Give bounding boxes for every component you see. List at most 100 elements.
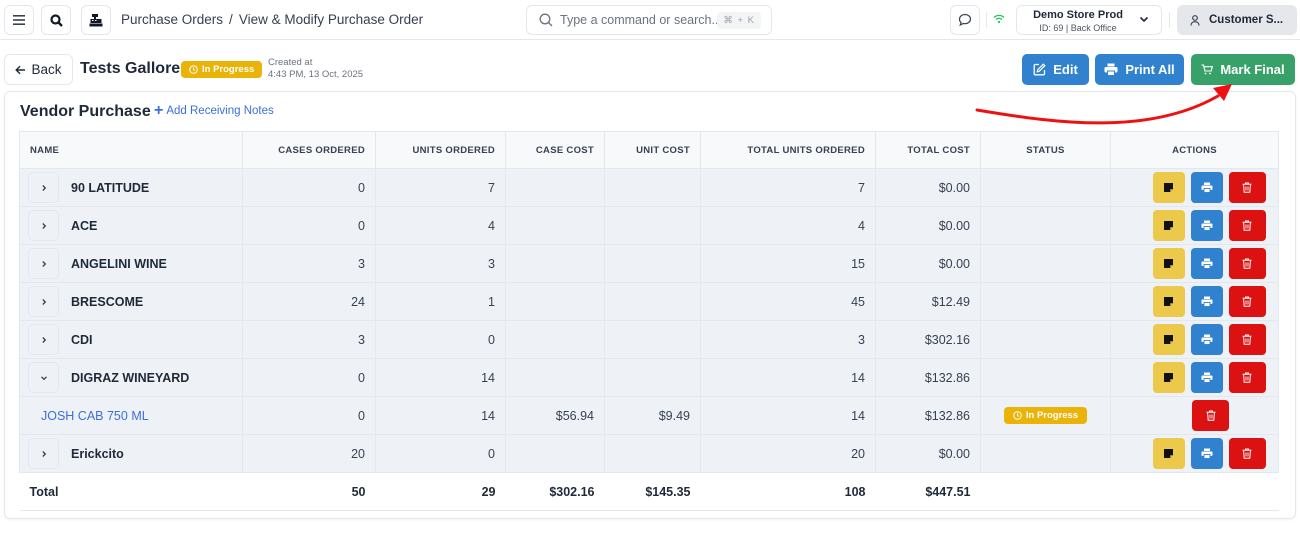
print-button[interactable] — [1190, 286, 1223, 317]
col-header-name[interactable]: NAME — [19, 131, 243, 169]
chevron-down-icon — [1139, 16, 1149, 23]
delete-button[interactable] — [1228, 248, 1266, 279]
print-button[interactable] — [1190, 210, 1223, 241]
case-cost-cell — [505, 282, 605, 321]
col-header-units-ordered[interactable]: UNITS ORDERED — [375, 131, 506, 169]
user-menu-button[interactable]: Customer S... — [1177, 5, 1297, 35]
add-receiving-notes-link[interactable]: + Add Receiving Notes — [154, 102, 274, 119]
notes-button[interactable] — [1152, 324, 1185, 355]
menu-button[interactable] — [4, 5, 34, 35]
chevron-right-icon — [41, 298, 46, 305]
mark-final-label: Mark Final — [1220, 62, 1285, 77]
print-button[interactable] — [1190, 172, 1223, 203]
register-button[interactable] — [81, 5, 111, 35]
delete-button[interactable] — [1228, 210, 1266, 241]
col-header-total-units-ordered[interactable]: TOTAL UNITS ORDERED — [700, 131, 876, 169]
edit-button[interactable]: Edit — [1022, 54, 1089, 85]
status-badge-label: In Progress — [202, 64, 255, 75]
expand-toggle-button[interactable] — [28, 286, 59, 317]
printer-icon — [1201, 220, 1212, 231]
edit-icon — [1033, 63, 1046, 76]
total-label: Total — [19, 472, 243, 511]
total-cost-cell: $132.86 — [875, 358, 981, 397]
total-case-cost: $302.16 — [505, 472, 605, 511]
expand-toggle-button[interactable] — [28, 324, 59, 355]
total-status-empty — [980, 472, 1111, 511]
delete-button[interactable] — [1228, 324, 1266, 355]
case-cost-cell — [505, 358, 605, 397]
total-cases: 50 — [242, 472, 376, 511]
delete-button[interactable] — [1228, 362, 1266, 393]
store-name: Demo Store Prod — [1033, 9, 1123, 21]
cart-icon — [1201, 64, 1214, 75]
actions-cell — [1110, 320, 1279, 359]
total-cost-cell: $0.00 — [875, 244, 981, 283]
print-button[interactable] — [1190, 248, 1223, 279]
chat-button[interactable] — [950, 5, 980, 35]
breadcrumb-purchase-orders[interactable]: Purchase Orders — [121, 12, 224, 27]
notes-button[interactable] — [1152, 172, 1185, 203]
actions-cell — [1110, 206, 1279, 245]
expand-toggle-button[interactable] — [28, 362, 59, 393]
mark-final-button[interactable]: Mark Final — [1191, 54, 1295, 85]
units-ordered-cell: 0 — [375, 320, 506, 359]
expand-toggle-button[interactable] — [28, 438, 59, 469]
vendor-name: ACE — [71, 218, 98, 233]
unit-cost-cell — [604, 244, 701, 283]
status-badge-label: In Progress — [1025, 410, 1079, 421]
vendor-name: DIGRAZ WINEYARD — [71, 370, 190, 385]
col-header-unit-cost[interactable]: UNIT COST — [604, 131, 701, 169]
actions-cell — [1110, 358, 1279, 397]
cases-ordered-cell: 0 — [242, 206, 376, 245]
store-selector[interactable]: Demo Store Prod ID: 69 | Back Office — [1016, 5, 1162, 35]
back-button[interactable]: Back — [4, 54, 73, 85]
printer-icon — [1201, 372, 1212, 383]
case-cost-cell — [505, 244, 605, 283]
name-cell: DIGRAZ WINEYARD — [19, 358, 243, 397]
chevron-right-icon — [41, 336, 46, 343]
notes-button[interactable] — [1152, 248, 1185, 279]
status-cell — [980, 358, 1111, 397]
menu-icon — [13, 15, 25, 25]
search-button[interactable] — [41, 5, 71, 35]
unit-cost-cell — [604, 168, 701, 207]
units-ordered-cell: 1 — [375, 282, 506, 321]
print-button[interactable] — [1190, 362, 1223, 393]
notes-button[interactable] — [1152, 286, 1185, 317]
chevron-right-icon — [41, 260, 46, 267]
notes-button[interactable] — [1152, 210, 1185, 241]
page-title: Tests Gallore — [80, 60, 181, 77]
plus-icon: + — [154, 102, 164, 119]
expand-toggle-button[interactable] — [28, 248, 59, 279]
col-header-status: STATUS — [980, 131, 1111, 169]
delete-button[interactable] — [1228, 438, 1266, 469]
sticky-note-icon — [1164, 183, 1173, 192]
arrow-left-icon — [15, 65, 26, 74]
item-name-link[interactable]: JOSH CAB 750 ML — [41, 408, 149, 423]
print-button[interactable] — [1190, 324, 1223, 355]
notes-button[interactable] — [1152, 362, 1185, 393]
search-icon — [49, 13, 63, 27]
expand-toggle-button[interactable] — [28, 172, 59, 203]
sticky-note-icon — [1164, 373, 1173, 382]
command-search-input[interactable]: Type a command or search... ⌘ + K — [526, 5, 772, 35]
col-header-total-cost[interactable]: TOTAL COST — [875, 131, 981, 169]
unit-cost-cell — [604, 282, 701, 321]
trash-icon — [1242, 296, 1252, 307]
total-cost-cell: $302.16 — [875, 320, 981, 359]
item-row: JOSH CAB 750 ML 0 14 $56.94 $9.49 14 $132.86 In… — [19, 396, 1279, 435]
print-all-button[interactable]: Print All — [1095, 54, 1184, 85]
printer-icon — [1201, 182, 1212, 193]
cash-register-icon — [89, 14, 103, 27]
col-header-cases-ordered[interactable]: CASES ORDERED — [242, 131, 376, 169]
notes-button[interactable] — [1152, 438, 1185, 469]
total-row: Total 50 29 $302.16 $145.35 108 $447.51 — [19, 472, 1279, 511]
total-units-cell: 15 — [700, 244, 876, 283]
unit-cost-cell — [604, 434, 701, 473]
delete-button[interactable] — [1228, 286, 1266, 317]
print-button[interactable] — [1190, 438, 1223, 469]
delete-button[interactable] — [1192, 400, 1229, 431]
delete-button[interactable] — [1228, 172, 1266, 203]
col-header-case-cost[interactable]: CASE COST — [505, 131, 605, 169]
expand-toggle-button[interactable] — [28, 210, 59, 241]
